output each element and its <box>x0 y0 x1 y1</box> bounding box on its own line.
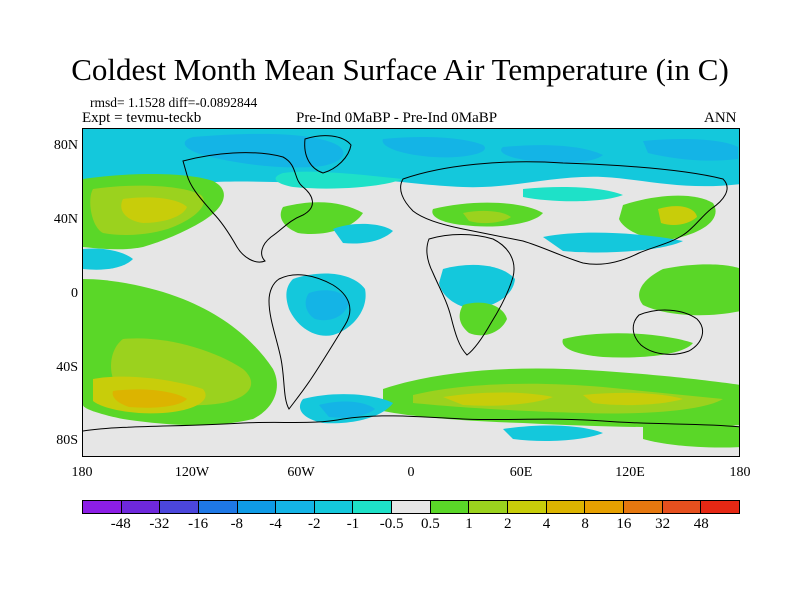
colorbar-swatch-7 <box>314 501 354 513</box>
africa-cyan <box>439 264 515 309</box>
colorbar-swatch-8 <box>353 501 393 513</box>
colorbar-swatch-1 <box>83 501 122 513</box>
colorbar-label: -16 <box>188 516 209 532</box>
coast-south-america <box>268 274 351 410</box>
colorbar-label: -8 <box>230 516 244 532</box>
experiment-label: Expt = tevmu-teckb <box>82 110 202 126</box>
colorbar-label: 0.5 <box>420 516 440 532</box>
antarctic-deep <box>319 401 375 418</box>
lat-tick-40s: 40S <box>56 360 78 375</box>
lat-tick-80s: 80S <box>56 433 78 448</box>
coastlines <box>83 135 739 432</box>
colorbar <box>82 500 740 514</box>
colorbar-label: -1 <box>346 516 360 532</box>
lon-tick-120w: 120W <box>174 465 210 480</box>
period-label: ANN <box>704 110 737 126</box>
antarctic-cyan <box>299 394 603 441</box>
colorbar-swatch-13 <box>546 501 586 513</box>
colorbar-swatch-6 <box>276 501 315 513</box>
south-pacific-orange <box>112 389 187 408</box>
coast-eurasia <box>400 161 728 265</box>
stats-line: rmsd= 1.1528 diff=-0.0892844 <box>90 95 257 111</box>
lat-tick-0: 0 <box>71 286 78 301</box>
diff-label: diff= <box>168 95 196 110</box>
north-pacific-hot <box>121 197 187 223</box>
rmsd-value: 1.1528 <box>128 95 166 110</box>
lon-tick-120e: 120E <box>615 465 645 480</box>
tropical-green-band <box>639 264 739 316</box>
colorbar-label: 16 <box>616 516 632 532</box>
lon-tick-60w: 60W <box>287 465 315 480</box>
europe-yellow <box>463 210 511 224</box>
colorbar-label: -32 <box>149 516 170 532</box>
colorbar-swatch-14 <box>585 501 624 513</box>
colorbar-swatch-16 <box>662 501 702 513</box>
colorbar-swatch-3 <box>160 501 199 513</box>
coast-africa <box>426 234 515 356</box>
antarctic-green <box>643 422 739 448</box>
lat-tick-40n: 40N <box>53 212 78 227</box>
pacific-cyan-west <box>83 248 133 270</box>
coast-australia <box>632 309 704 355</box>
colorbar-swatch-9 <box>392 501 431 513</box>
colorbar-label: 2 <box>504 516 512 532</box>
colorbar-swatch-4 <box>198 501 238 513</box>
africa-green <box>459 302 507 336</box>
colorbar-swatch-12 <box>508 501 547 513</box>
colorbar-label: -0.5 <box>379 516 404 532</box>
colorbar-label: -4 <box>269 516 282 532</box>
southern-ocean-gold <box>443 392 683 406</box>
southern-ocean-yellow <box>413 383 723 414</box>
colorbar-swatch-10 <box>430 501 470 513</box>
coast-greenland <box>304 135 352 174</box>
colorbar-label: 32 <box>655 516 671 532</box>
colorbar-label: -48 <box>110 516 131 532</box>
amazon-deep <box>305 290 349 321</box>
lon-tick-60e: 60E <box>509 465 533 480</box>
colorbar-label: 48 <box>693 516 709 532</box>
map-panel <box>82 128 740 457</box>
comparison-label: Pre-Ind 0MaBP - Pre-Ind 0MaBP <box>296 110 498 126</box>
colorbar-label: 1 <box>465 516 473 532</box>
diff-value: -0.0892844 <box>195 95 258 110</box>
colorbar-label: -2 <box>307 516 321 532</box>
colorbar-swatch-2 <box>121 501 161 513</box>
map-svg <box>83 129 739 456</box>
mideast-cyan <box>333 223 683 253</box>
colorbar-swatch-5 <box>237 501 277 513</box>
arctic-teal-patch <box>275 171 623 202</box>
colorbar-label: 8 <box>581 516 589 532</box>
rmsd-label: rmsd= <box>90 95 125 110</box>
lon-tick-180w: 180 <box>71 465 93 480</box>
lat-tick-80n: 80N <box>53 138 78 153</box>
arctic-deep-cool <box>184 133 738 168</box>
indian-ocean-green <box>562 333 693 358</box>
colorbar-swatch-11 <box>469 501 509 513</box>
coast-north-america <box>182 152 313 263</box>
colorbar-swatch-17 <box>701 501 739 513</box>
colorbar-label: 4 <box>542 516 551 532</box>
lon-tick-0: 0 <box>407 465 415 480</box>
coast-antarctica <box>83 415 739 432</box>
colorbar-swatch-15 <box>623 501 663 513</box>
east-asia-yellow <box>658 206 697 225</box>
lon-tick-180e: 180 <box>729 465 751 480</box>
map-title: Coldest Month Mean Surface Air Temperatu… <box>71 52 729 87</box>
